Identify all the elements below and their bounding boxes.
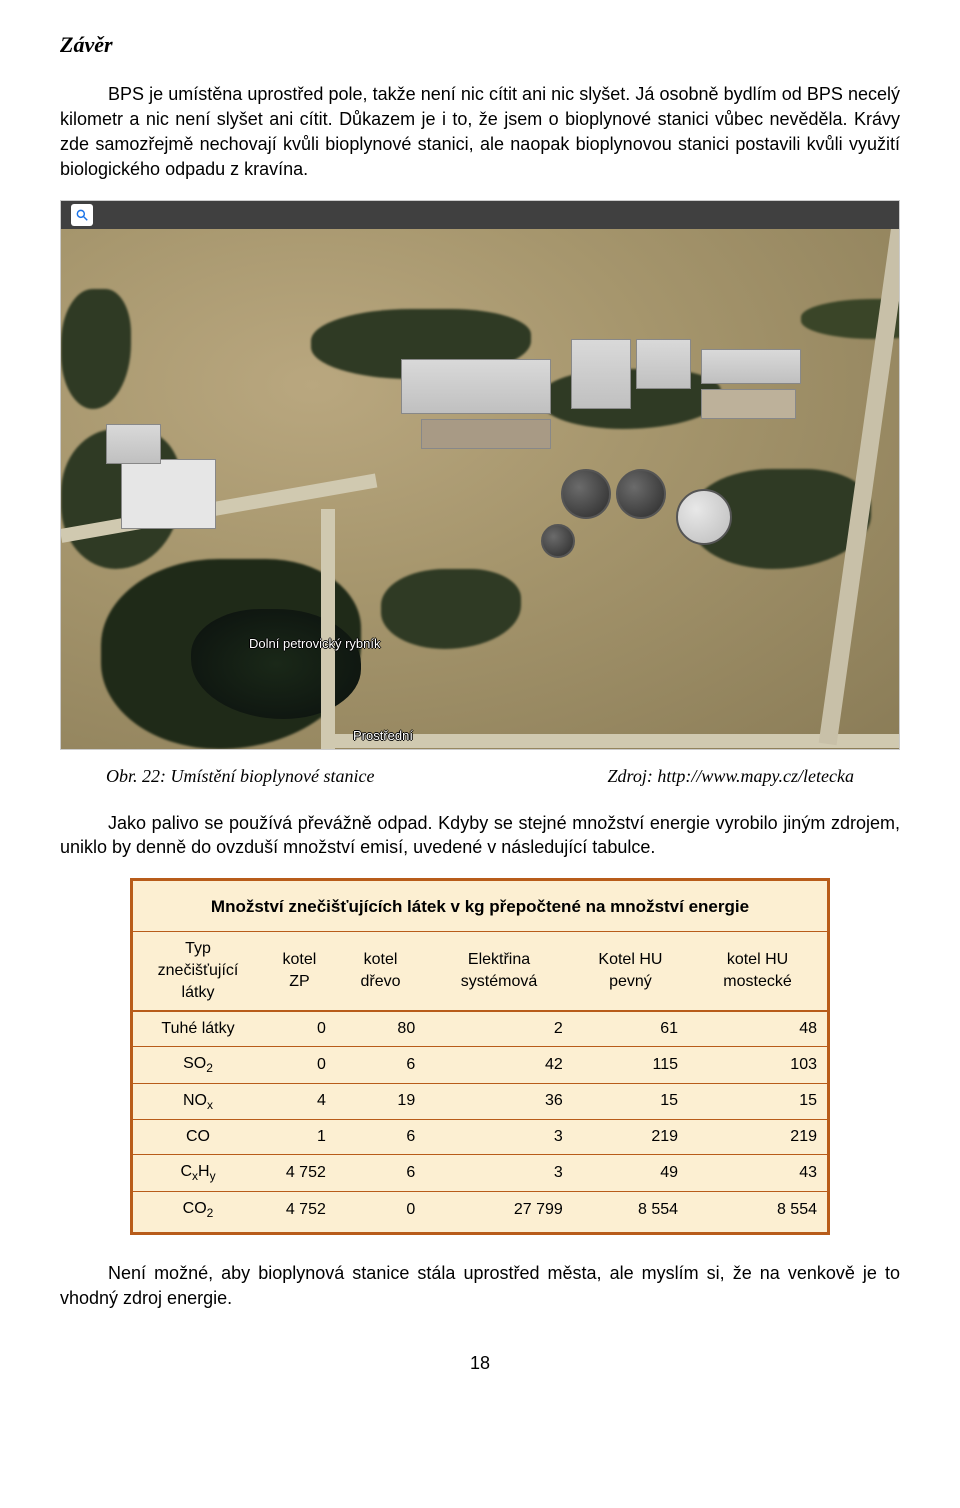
caption-left: Obr. 22: Umístění bioplynové stanice xyxy=(106,764,374,789)
cell: 3 xyxy=(425,1120,573,1155)
cell: 43 xyxy=(688,1155,827,1192)
cell: 4 752 xyxy=(263,1192,336,1228)
cell: 61 xyxy=(573,1011,688,1047)
table-row: SO20642115103 xyxy=(133,1046,827,1083)
cell: 4 xyxy=(263,1083,336,1120)
cell: 6 xyxy=(336,1120,425,1155)
cell: 0 xyxy=(336,1192,425,1228)
emissions-table-wrap: Množství znečišťujících látek v kg přepo… xyxy=(130,878,830,1235)
emissions-table: Typ znečišťující látky kotel ZP kotel dř… xyxy=(133,931,827,1228)
paragraph-2: Jako palivo se používá převážně odpad. K… xyxy=(60,811,900,861)
cell: 42 xyxy=(425,1046,573,1083)
col-drevo: kotel dřevo xyxy=(336,931,425,1011)
row-label: SO2 xyxy=(133,1046,263,1083)
cell: 6 xyxy=(336,1046,425,1083)
figure-caption: Obr. 22: Umístění bioplynové stanice Zdr… xyxy=(106,764,854,789)
row-label: CxHy xyxy=(133,1155,263,1192)
cell: 1 xyxy=(263,1120,336,1155)
col-hu-pevny: Kotel HU pevný xyxy=(573,931,688,1011)
table-row: CO24 752027 7998 5548 554 xyxy=(133,1192,827,1228)
search-icon[interactable] xyxy=(71,204,93,226)
map-label-pond: Dolní petrovický rybník xyxy=(249,637,381,652)
table-row: NOx419361515 xyxy=(133,1083,827,1120)
table-row: Tuhé látky08026148 xyxy=(133,1011,827,1047)
page-number: 18 xyxy=(60,1351,900,1376)
cell: 3 xyxy=(425,1155,573,1192)
paragraph-3: Není možné, aby bioplynová stanice stála… xyxy=(60,1261,900,1311)
cell: 0 xyxy=(263,1011,336,1047)
row-label: CO xyxy=(133,1120,263,1155)
table-header-row: Typ znečišťující látky kotel ZP kotel dř… xyxy=(133,931,827,1011)
map-label-road: Prostřední xyxy=(353,727,413,745)
section-title: Závěr xyxy=(60,30,900,60)
row-label: Tuhé látky xyxy=(133,1011,263,1047)
cell: 15 xyxy=(688,1083,827,1120)
cell: 103 xyxy=(688,1046,827,1083)
map-container: Dolní petrovický rybník Prostřední xyxy=(60,200,900,750)
cell: 27 799 xyxy=(425,1192,573,1228)
cell: 0 xyxy=(263,1046,336,1083)
cell: 4 752 xyxy=(263,1155,336,1192)
cell: 48 xyxy=(688,1011,827,1047)
cell: 115 xyxy=(573,1046,688,1083)
cell: 15 xyxy=(573,1083,688,1120)
cell: 219 xyxy=(573,1120,688,1155)
map-toolbar xyxy=(61,201,899,229)
row-label: CO2 xyxy=(133,1192,263,1228)
caption-right: Zdroj: http://www.mapy.cz/letecka xyxy=(608,764,854,789)
cell: 219 xyxy=(688,1120,827,1155)
col-hu-most: kotel HU mostecké xyxy=(688,931,827,1011)
cell: 49 xyxy=(573,1155,688,1192)
col-type: Typ znečišťující látky xyxy=(133,931,263,1011)
row-label: NOx xyxy=(133,1083,263,1120)
cell: 2 xyxy=(425,1011,573,1047)
cell: 80 xyxy=(336,1011,425,1047)
cell: 8 554 xyxy=(573,1192,688,1228)
paragraph-1: BPS je umístěna uprostřed pole, takže ne… xyxy=(60,82,900,181)
table-row: CxHy4 752634943 xyxy=(133,1155,827,1192)
table-row: CO163219219 xyxy=(133,1120,827,1155)
cell: 36 xyxy=(425,1083,573,1120)
cell: 6 xyxy=(336,1155,425,1192)
table-title: Množství znečišťujících látek v kg přepo… xyxy=(133,891,827,930)
col-zp: kotel ZP xyxy=(263,931,336,1011)
aerial-map[interactable]: Dolní petrovický rybník Prostřední xyxy=(61,229,899,749)
cell: 8 554 xyxy=(688,1192,827,1228)
cell: 19 xyxy=(336,1083,425,1120)
col-elektr: Elektřina systémová xyxy=(425,931,573,1011)
